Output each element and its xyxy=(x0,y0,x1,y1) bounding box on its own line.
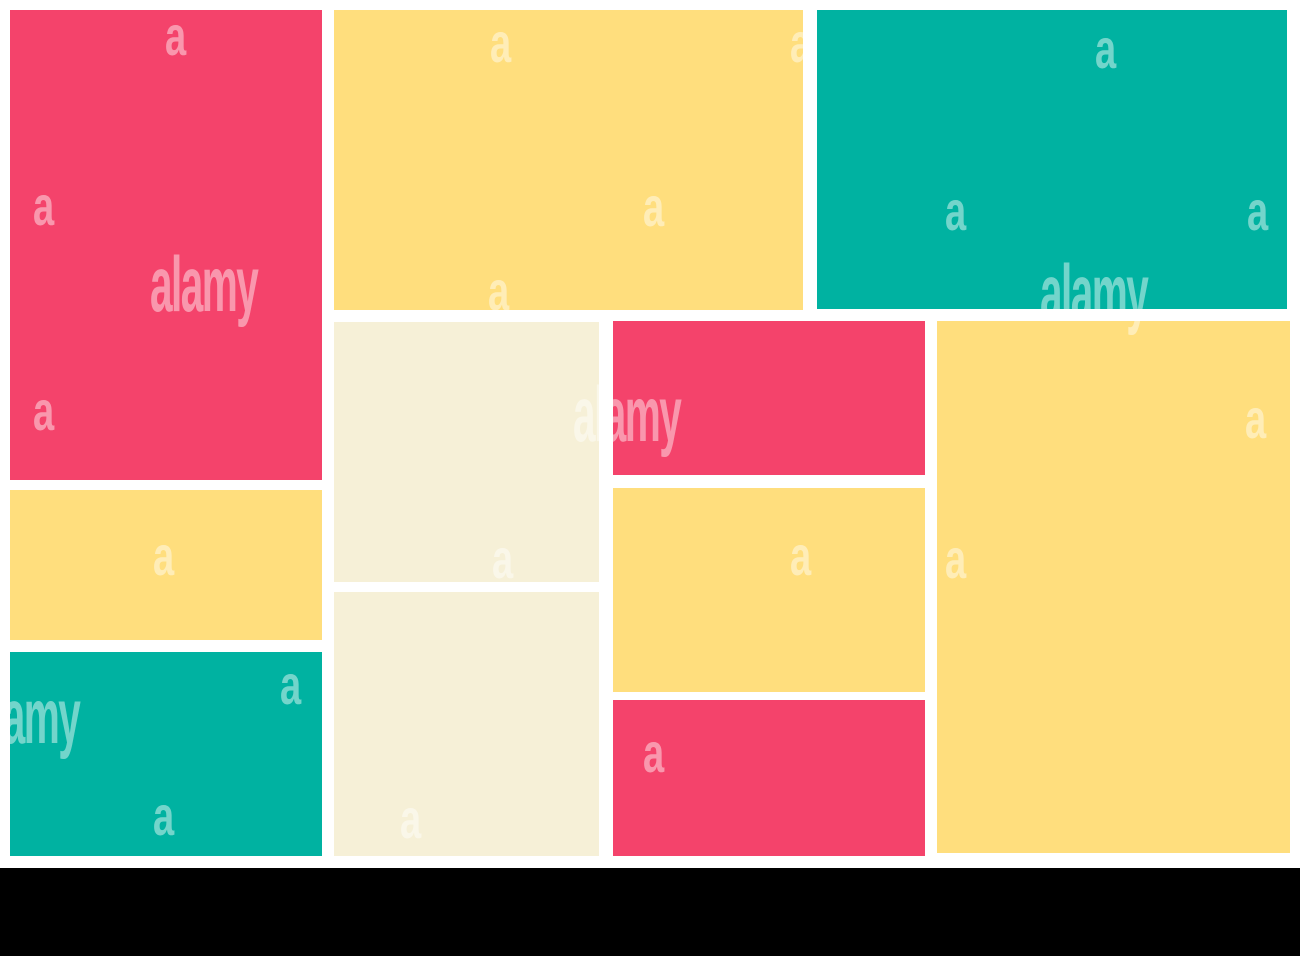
watermark-a-letter: a xyxy=(153,524,174,587)
watermark-a-letter: a xyxy=(490,11,511,74)
watermark-alamy-text: alamy xyxy=(1040,248,1149,336)
watermark-a-letter: a xyxy=(492,527,513,590)
color-block-cream-lower-middle xyxy=(334,592,599,856)
watermark-a-letter: a xyxy=(280,653,301,716)
watermark-a-letter: a xyxy=(643,175,664,238)
color-block-pink-middle xyxy=(613,321,925,475)
color-block-yellow-left xyxy=(10,490,322,640)
watermark-a-letter: a xyxy=(1245,387,1266,450)
color-block-cream-upper-middle xyxy=(334,322,599,582)
watermark-a-letter: a xyxy=(165,4,186,67)
watermark-a-letter: a xyxy=(643,721,664,784)
watermark-a-letter: a xyxy=(945,179,966,242)
color-block-teal-top-right xyxy=(817,10,1287,309)
color-block-pink-lower-middle xyxy=(613,700,925,856)
watermark-a-letter: a xyxy=(790,524,811,587)
watermark-alamy-text: alamy xyxy=(150,240,259,328)
watermark-a-letter: a xyxy=(400,787,421,850)
color-block-yellow-middle xyxy=(613,488,925,692)
watermark-a-letter: a xyxy=(945,527,966,590)
color-block-teal-left xyxy=(10,652,322,856)
watermark-a-letter: a xyxy=(33,174,54,237)
color-block-yellow-top-middle xyxy=(334,10,803,310)
watermark-alamy-text: alamy xyxy=(0,672,81,760)
watermark-alamy-text: alamy xyxy=(573,370,682,458)
color-block-pink-tall-left xyxy=(10,10,322,480)
color-block-yellow-right xyxy=(937,321,1290,853)
watermark-a-letter: a xyxy=(488,259,509,322)
watermark-a-letter: a xyxy=(33,379,54,442)
watermark-a-letter: a xyxy=(1095,17,1116,80)
watermark-a-letter: a xyxy=(153,784,174,847)
credit-bar: alamy Image ID: 2PJM7Y7 www.alamy.com xyxy=(0,868,1300,956)
watermark-a-letter: a xyxy=(790,11,811,74)
watermark-a-letter: a xyxy=(1247,179,1268,242)
